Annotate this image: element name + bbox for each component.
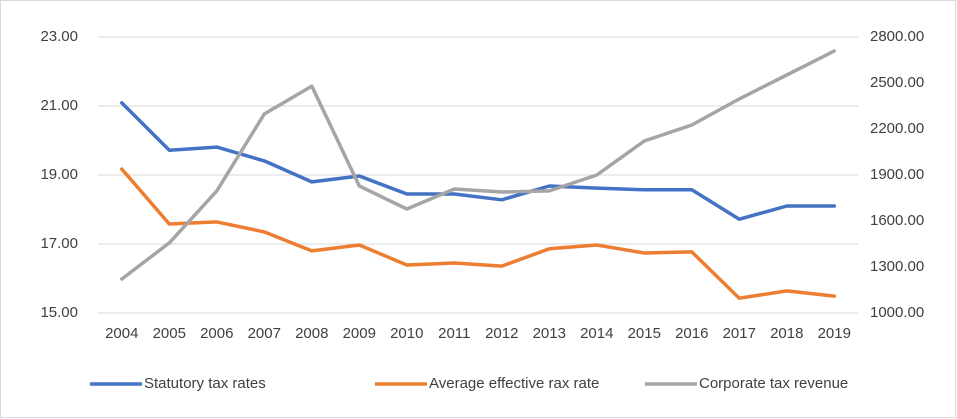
x-tick-label: 2015 [628,325,661,342]
x-tick-label: 2019 [818,325,851,342]
y2-tick-label: 2800.00 [870,28,924,45]
x-tick-label: 2013 [533,325,566,342]
series-line [120,167,837,300]
y2-tick-label: 1300.00 [870,258,924,275]
legend-label: Statutory tax rates [144,375,266,392]
series-line [120,49,837,281]
x-tick-label: 2014 [580,325,613,342]
y2-tick-label: 2200.00 [870,120,924,137]
x-tick-label: 2016 [675,325,708,342]
x-tick-label: 2011 [438,325,470,342]
legend-label: Average effective rax rate [429,375,599,392]
y2-tick-label: 1900.00 [870,166,924,183]
y2-tick-label: 1600.00 [870,212,924,229]
x-tick-label: 2007 [248,325,281,342]
y-tick-label: 21.00 [40,97,78,114]
x-tick-label: 2017 [723,325,756,342]
x-tick-label: 2006 [200,325,233,342]
y-tick-label: 17.00 [40,235,78,252]
x-tick-label: 2008 [295,325,328,342]
x-tick-label: 2010 [390,325,423,342]
x-tick-label: 2018 [770,325,803,342]
y-tick-label: 19.00 [40,166,78,183]
y-tick-label: 15.00 [40,304,78,321]
x-tick-label: 2005 [153,325,186,342]
x-tick-label: 2004 [105,325,138,342]
y-tick-label: 23.00 [40,28,78,45]
x-tick-label: 2012 [485,325,518,342]
y2-tick-label: 2500.00 [870,74,924,91]
x-tick-label: 2009 [343,325,376,342]
y2-tick-label: 1000.00 [870,304,924,321]
legend-label: Corporate tax revenue [699,375,848,392]
